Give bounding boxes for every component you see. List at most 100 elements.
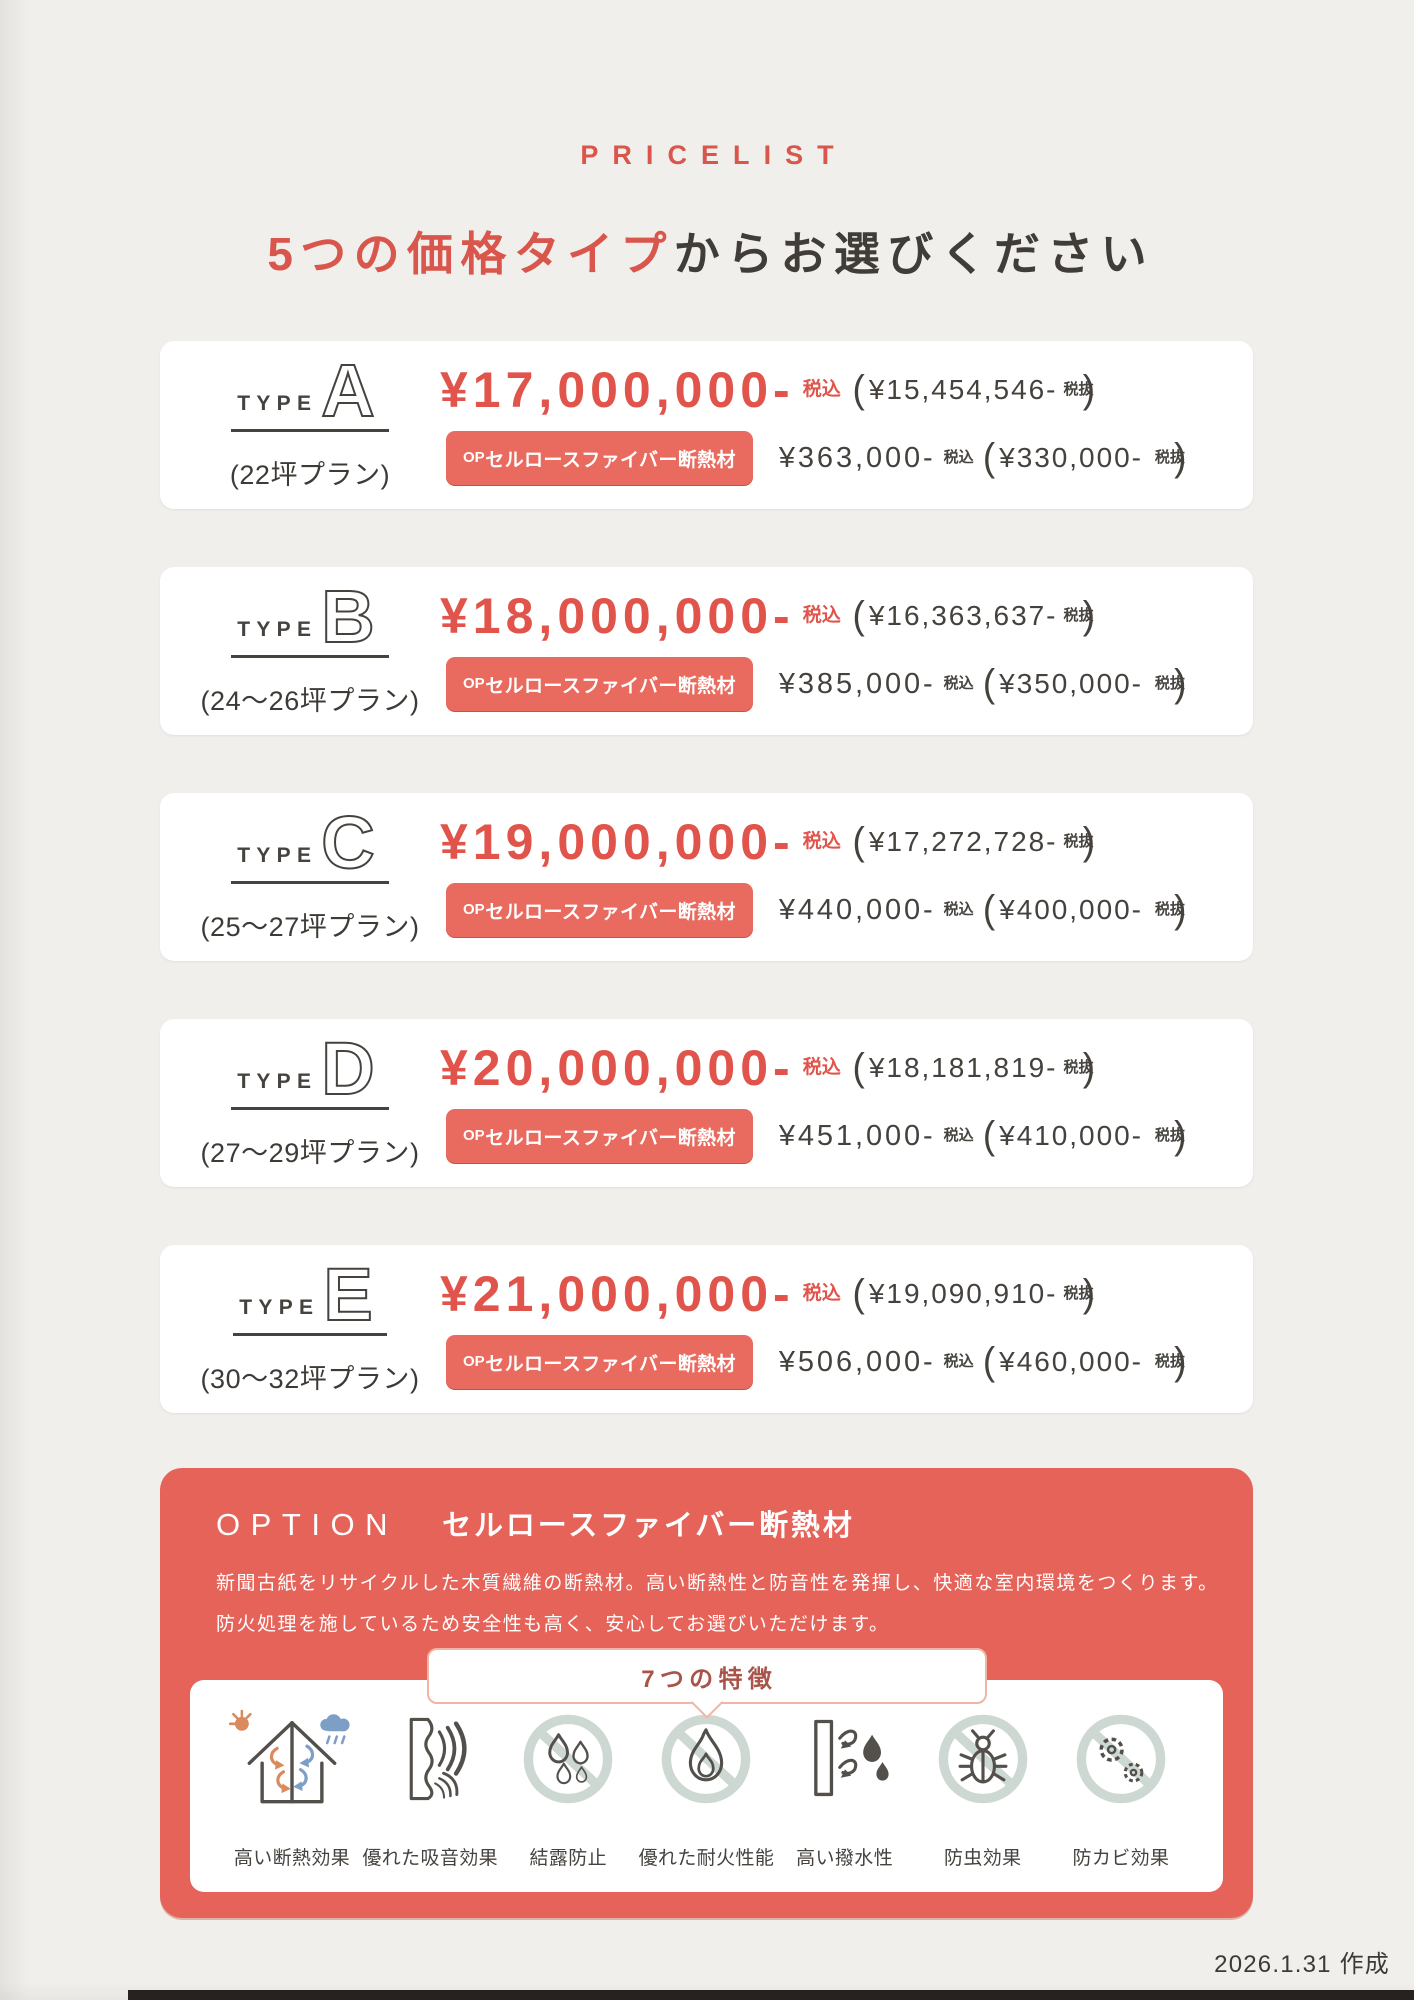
option-price-tax-included: ¥440,000- (778, 893, 936, 926)
option-badge: OP セルロースファイバー断熱材 (446, 431, 753, 485)
feature-insulation: 高い断熱効果 (224, 1704, 360, 1876)
type-underline: TYPE D (231, 1027, 389, 1110)
feature-label: 優れた耐火性能 (638, 1848, 775, 1869)
option-price-tax-excluded: ¥350,000- (999, 668, 1143, 699)
option-price-row: OP セルロースファイバー断熱材 ¥451,000- 税込 ( ¥410,000… (446, 1109, 1187, 1163)
price-tax-excluded-group: ( ¥16,363,637- 税抜 ) (852, 593, 1095, 637)
tax-excluded-label: 税抜 (1063, 832, 1094, 850)
price-card-type-a: TYPE A (22坪プラン) ¥17,000,000- 税込 ( ¥15,45… (160, 341, 1253, 509)
option-badge-label: セルロースファイバー断熱材 (485, 675, 736, 697)
option-description-line2: 防火処理を施しているため安全性も高く、安心してお選びいただけます。 (216, 1613, 890, 1635)
option-badge: OP セルロースファイバー断熱材 (446, 883, 753, 937)
feature-condensation: 結露防止 (500, 1704, 636, 1876)
tax-included-label: 税込 (943, 1126, 974, 1144)
option-price-tax-excluded: ¥400,000- (999, 894, 1143, 925)
type-underline: TYPE E (233, 1257, 387, 1336)
price-tax-included: ¥19,000,000- (440, 814, 795, 870)
paren-open: ( (852, 1045, 865, 1089)
paren-open: ( (852, 367, 865, 411)
option-price-tax-included: ¥363,000- (778, 441, 936, 474)
tax-included-label: 税込 (802, 1283, 841, 1305)
option-description-line1: 新聞古紙をリサイクルした木質繊維の断熱材。高い断熱性と防音性を発揮し、快適な室内… (216, 1573, 1219, 1594)
plan-size-label: (22坪プラン) (229, 460, 391, 490)
price-card-type-e: TYPE E (30〜32坪プラン) ¥21,000,000- 税込 ( ¥19… (160, 1245, 1253, 1413)
tax-included-label: 税込 (802, 831, 841, 853)
type-label-block: TYPE E (160, 1257, 460, 1336)
price-tax-excluded: ¥19,090,910- (868, 1278, 1058, 1309)
tax-excluded-label: 税抜 (1063, 1058, 1094, 1076)
option-price-tax-included: ¥506,000- (778, 1345, 936, 1378)
price-tax-excluded-group: ( ¥15,454,546- 税抜 ) (852, 367, 1096, 411)
plan-size-label: (27〜29坪プラン) (200, 1138, 420, 1168)
type-word: TYPE (239, 1295, 320, 1319)
paren-close: ) (1174, 887, 1187, 931)
option-price-tax-excluded-group: ( ¥330,000- 税抜 ) (983, 435, 1187, 479)
created-date: 2026.1.31 作成 (1214, 1951, 1390, 1978)
feature-label: 高い撥水性 (796, 1848, 894, 1869)
type-letter: C (320, 801, 375, 884)
option-price-tax-excluded-group: ( ¥350,000- 税抜 ) (983, 661, 1187, 705)
option-panel: OPTION セルロースファイバー断熱材 新聞古紙をリサイクルした木質繊維の断熱… (160, 1468, 1253, 1918)
paren-close: ) (1082, 367, 1096, 411)
feature-sound: 優れた吸音効果 (362, 1704, 498, 1876)
paren-close: ) (1174, 661, 1187, 705)
option-price-tax-excluded-group: ( ¥410,000- 税抜 ) (982, 1113, 1187, 1157)
price-tax-excluded-group: ( ¥19,090,910- 税抜 ) (853, 1271, 1096, 1315)
price-tax-included: ¥20,000,000- (440, 1040, 795, 1096)
insect-repellent-icon (933, 1704, 1033, 1814)
type-word: TYPE (237, 1069, 318, 1093)
type-letter: B (320, 575, 375, 658)
option-badge-label: セルロースファイバー断熱材 (485, 1353, 736, 1375)
op-mark: OP (463, 674, 485, 692)
main-price-row: ¥18,000,000- 税込 ( ¥16,363,637- 税抜 ) (440, 587, 1095, 645)
paren-open: ( (982, 1339, 996, 1383)
features-title: 7つの特徴 (641, 1665, 777, 1693)
features-title-bubble: 7つの特徴 (426, 1648, 987, 1704)
water-repellent-icon (795, 1704, 895, 1814)
type-label-block: TYPE D (160, 1027, 460, 1110)
price-tax-excluded: ¥18,181,819- (868, 1052, 1058, 1083)
paren-close: ) (1082, 1045, 1096, 1089)
option-description: 新聞古紙をリサイクルした木質繊維の断熱材。高い断熱性と防音性を発揮し、快適な室内… (216, 1564, 1219, 1646)
feature-label: 優れた吸音効果 (362, 1848, 498, 1869)
tax-excluded-label: 税抜 (1063, 380, 1094, 398)
price-tax-excluded: ¥15,454,546- (868, 374, 1058, 405)
option-title: OPTION (216, 1507, 399, 1542)
type-letter: D (320, 1027, 375, 1110)
price-tax-excluded-group: ( ¥17,272,728- 税抜 ) (852, 819, 1095, 863)
option-price-tax-excluded: ¥330,000- (999, 442, 1143, 473)
tax-included-label: 税込 (943, 1352, 974, 1370)
option-price-row: OP セルロースファイバー断熱材 ¥440,000- 税込 ( ¥400,000… (446, 883, 1187, 937)
paren-open: ( (852, 593, 865, 637)
option-price-tax-excluded-group: ( ¥460,000- 税抜 ) (982, 1339, 1187, 1383)
page-title-rest: からお選びください (673, 228, 1155, 280)
sound-absorption-icon (380, 1704, 480, 1814)
price-card-type-b: TYPE B (24〜26坪プラン) ¥18,000,000- 税込 ( ¥16… (160, 567, 1253, 735)
tax-included-label: 税込 (802, 605, 841, 627)
plan-size-label: (24〜26坪プラン) (200, 686, 420, 716)
feature-insect: 防虫効果 (915, 1704, 1051, 1876)
price-tax-excluded-group: ( ¥18,181,819- 税抜 ) (852, 1045, 1096, 1089)
fire-resistance-icon (656, 1704, 756, 1814)
feature-fire: 優れた耐火性能 (638, 1704, 774, 1876)
anti-mold-icon (1071, 1704, 1171, 1814)
type-word: TYPE (237, 391, 318, 415)
paren-close: ) (1082, 1271, 1096, 1315)
no-condensation-icon (518, 1704, 618, 1814)
price-tax-included: ¥21,000,000- (440, 1266, 795, 1322)
paren-open: ( (852, 819, 865, 863)
option-price-tax-included: ¥451,000- (778, 1119, 936, 1152)
type-underline: TYPE B (231, 575, 389, 658)
price-tax-included: ¥18,000,000- (440, 588, 795, 644)
type-label-block: TYPE C (160, 801, 460, 884)
paren-open: ( (982, 887, 996, 931)
paren-open: ( (982, 1113, 996, 1157)
tax-excluded-label: 税抜 (1154, 448, 1185, 466)
main-price-row: ¥17,000,000- 税込 ( ¥15,454,546- 税抜 ) (440, 361, 1095, 419)
tax-excluded-label: 税抜 (1154, 900, 1185, 918)
paren-close: ) (1174, 435, 1187, 479)
price-card-type-c: TYPE C (25〜27坪プラン) ¥19,000,000- 税込 ( ¥17… (160, 793, 1253, 961)
plan-size-label: (30〜32坪プラン) (200, 1364, 420, 1394)
type-label-block: TYPE A (160, 353, 460, 432)
eyebrow-pricelist: PRICELIST (580, 140, 848, 170)
